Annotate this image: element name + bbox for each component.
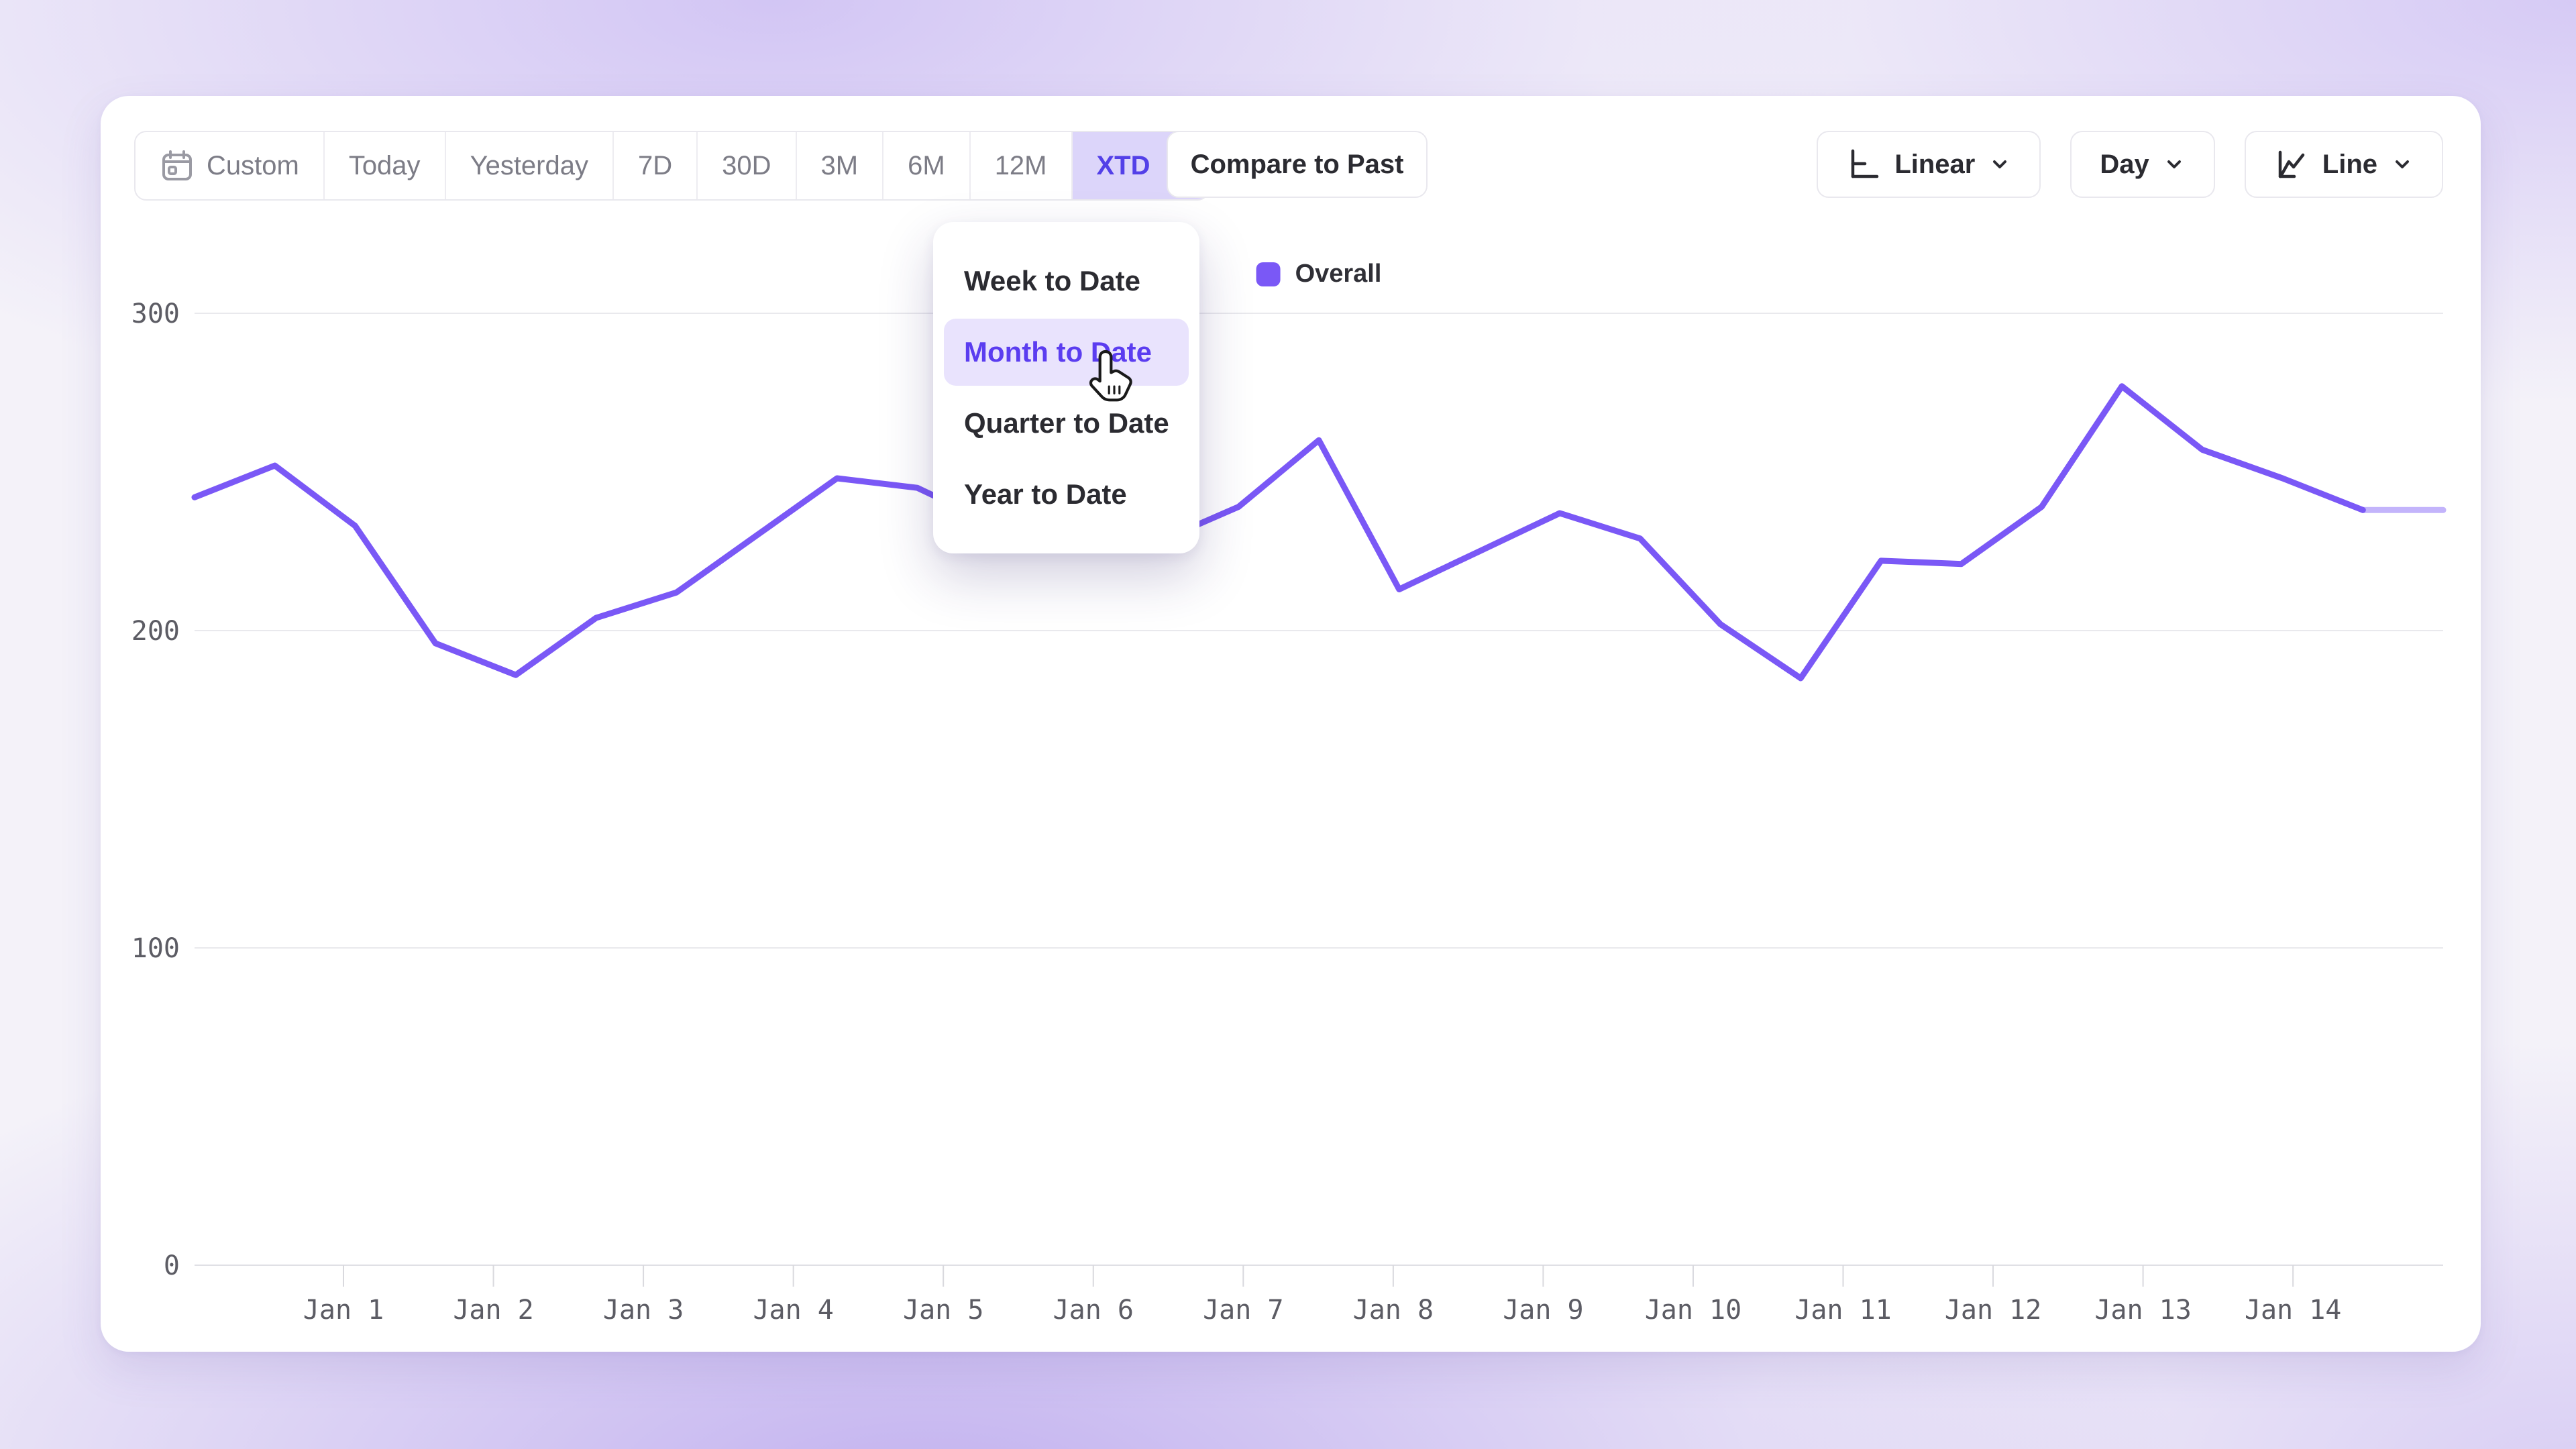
calendar-icon [162, 150, 192, 180]
x-axis-label-Jan-13: Jan 13 [2094, 1295, 2192, 1326]
menu-item-year-to-date[interactable]: Year to Date [964, 478, 1127, 510]
time-range-label: 30D [722, 150, 771, 180]
x-axis-label-Jan-3: Jan 3 [603, 1295, 684, 1326]
chart-card: Custom Today Yesterday 7D 30D 3M 6M 12M XTD Comp… [101, 96, 2481, 1352]
time-range-label: 6M [908, 150, 945, 180]
x-axis-label-Jan-5: Jan 5 [903, 1295, 983, 1326]
time-range-30d[interactable]: 30D [696, 132, 795, 199]
y-axis-label-0: 0 [164, 1250, 180, 1281]
time-range-label: XTD [1096, 150, 1150, 180]
chart-canvas: 0 100 200 300 Jan 1 Jan 2 Jan 3 Jan 4 Jan 5 Jan 6… [131, 299, 2447, 1326]
legend-swatch [1256, 262, 1281, 286]
time-range-12m[interactable]: 12M [969, 132, 1071, 199]
chevron-down-icon [1993, 160, 2007, 168]
series-line-overall [191, 383, 2366, 682]
chevron-down-icon [2167, 160, 2181, 168]
linear-axis-icon [1851, 149, 1879, 178]
line-chart-icon [2278, 150, 2305, 178]
menu-item-month-to-date[interactable]: Month to Date [944, 319, 1189, 386]
compare-to-past-label: Compare to Past [1190, 149, 1404, 179]
time-range-label: 12M [994, 150, 1047, 180]
chart-controls: Linear Day Line [1817, 131, 2443, 198]
time-range-label: Custom [207, 150, 299, 180]
legend-item-overall[interactable]: Overall [1256, 260, 1382, 288]
scale-select-label: Linear [1894, 149, 1976, 179]
time-range-today[interactable]: Today [323, 132, 445, 199]
granularity-select-label: Day [2100, 149, 2149, 179]
x-axis-label-Jan-8: Jan 8 [1353, 1295, 1434, 1326]
time-range-7d[interactable]: 7D [612, 132, 696, 199]
legend-label: Overall [1295, 260, 1382, 288]
chart-type-select-label: Line [2322, 149, 2377, 179]
x-axis-label-Jan-12: Jan 12 [1945, 1295, 2042, 1326]
x-axis-label-Jan-4: Jan 4 [753, 1295, 833, 1326]
time-range-label: Today [348, 150, 421, 180]
time-range-label: Yesterday [470, 150, 588, 180]
time-range-label: 7D [638, 150, 673, 180]
granularity-select[interactable]: Day [2070, 131, 2215, 198]
x-axis-label-Jan-11: Jan 11 [1794, 1295, 1892, 1326]
x-axis-label-Jan-2: Jan 2 [453, 1295, 533, 1326]
chart-type-select[interactable]: Line [2244, 131, 2443, 198]
y-axis-label-200: 200 [131, 616, 180, 647]
compare-to-past-button[interactable]: Compare to Past [1167, 131, 1428, 198]
x-axis-label-Jan-9: Jan 9 [1503, 1295, 1583, 1326]
time-range-6m[interactable]: 6M [882, 132, 969, 199]
x-axis-label-Jan-14: Jan 14 [2245, 1295, 2342, 1326]
time-range-3m[interactable]: 3M [795, 132, 883, 199]
x-axis-label-Jan-10: Jan 10 [1645, 1295, 1742, 1326]
to-date-dropdown-menu: Week to Date Month to Date Quarter to Date… [933, 222, 1199, 553]
chevron-down-icon [2396, 160, 2409, 168]
menu-item-quarter-to-date[interactable]: Quarter to Date [964, 407, 1169, 439]
scale-select[interactable]: Linear [1817, 131, 2041, 198]
x-axis-label-Jan-1: Jan 1 [303, 1295, 384, 1326]
time-range-custom[interactable]: Custom [136, 132, 323, 199]
y-axis-label-100: 100 [131, 933, 180, 964]
x-axis-label-Jan-7: Jan 7 [1203, 1295, 1283, 1326]
y-axis-label-300: 300 [131, 299, 180, 329]
time-range-yesterday[interactable]: Yesterday [444, 132, 612, 199]
menu-item-week-to-date[interactable]: Week to Date [964, 265, 1140, 297]
x-axis-label-Jan-6: Jan 6 [1053, 1295, 1134, 1326]
time-range-label: 3M [820, 150, 859, 180]
